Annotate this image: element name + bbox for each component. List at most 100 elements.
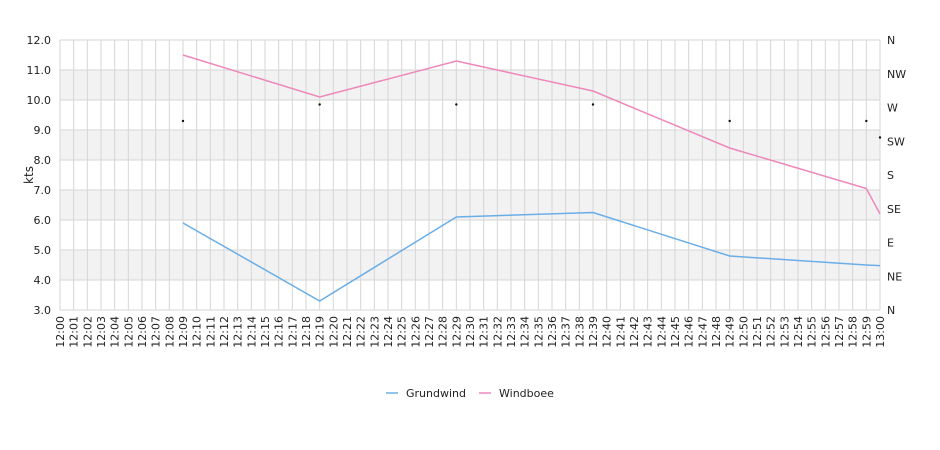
- x-tick-label: 12:46: [683, 316, 696, 348]
- y-tick-label: 11.0: [27, 64, 52, 77]
- direction-point: [728, 119, 731, 123]
- x-tick-label: 12:03: [95, 316, 108, 348]
- legend: Grundwind Windboee: [386, 387, 554, 400]
- x-tick-label: 12:16: [273, 316, 286, 348]
- x-tick-label: 12:04: [109, 316, 122, 348]
- x-tick-label: 12:08: [163, 316, 176, 348]
- x-tick-label: 12:34: [519, 316, 532, 348]
- x-tick-label: 12:49: [724, 316, 737, 348]
- right-axis-label: NE: [887, 270, 902, 283]
- y-tick-label: 4.0: [34, 274, 52, 287]
- x-tick-label: 12:56: [819, 316, 832, 348]
- x-tick-label: 12:32: [491, 316, 504, 348]
- x-tick-label: 12:30: [464, 316, 477, 348]
- x-tick-label: 12:35: [532, 316, 545, 348]
- x-tick-label: 12:00: [54, 316, 67, 348]
- x-tick-label: 12:42: [628, 316, 641, 348]
- x-tick-label: 12:17: [286, 316, 299, 348]
- x-tick-label: 12:41: [614, 316, 627, 348]
- x-tick-label: 12:20: [327, 316, 340, 348]
- x-tick-label: 12:05: [122, 316, 135, 348]
- y-tick-label: 8.0: [34, 154, 52, 167]
- y-tick-label: 12.0: [27, 34, 52, 47]
- x-tick-label: 12:07: [150, 316, 163, 348]
- x-tick-label: 12:23: [368, 316, 381, 348]
- x-tick-label: 12:33: [505, 316, 518, 348]
- y-tick-label: 6.0: [34, 214, 52, 227]
- x-tick-label: 12:31: [478, 316, 491, 348]
- x-tick-label: 12:13: [232, 316, 245, 348]
- x-tick-label: 12:24: [382, 316, 395, 348]
- x-tick-label: 12:22: [355, 316, 368, 348]
- x-tick-label: 12:26: [409, 316, 422, 348]
- x-tick-label: 12:59: [860, 316, 873, 348]
- x-tick-label: 12:43: [642, 316, 655, 348]
- y-axis-ticks: 3.0 4.0 5.0 6.0 7.0 8.0 9.0 10.0 11.0 12.0: [27, 34, 52, 317]
- right-axis-label: N: [887, 34, 895, 47]
- direction-point: [455, 103, 458, 106]
- x-tick-label: 12:40: [601, 316, 614, 348]
- x-tick-label: 12:27: [423, 316, 436, 348]
- series-line-grundwind: [182, 211, 881, 302]
- right-axis-label: NW: [887, 68, 906, 81]
- right-axis-label: S: [887, 169, 894, 182]
- x-axis-ticks: 12:00 12:01 12:02 12:03 12:04 12:05 12:06 12:07…: [54, 316, 887, 348]
- x-tick-label: 12:51: [751, 316, 764, 348]
- right-axis-label: E: [887, 237, 894, 250]
- x-tick-label: 12:37: [560, 316, 573, 348]
- legend-label-grundwind: Grundwind: [406, 387, 466, 400]
- x-tick-label: 12:29: [450, 316, 463, 348]
- series-lines: [182, 54, 881, 302]
- x-tick-label: 12:06: [136, 316, 149, 348]
- x-tick-label: 13:00: [874, 316, 887, 348]
- legend-label-windboee: Windboee: [499, 387, 554, 400]
- y-tick-label: 7.0: [34, 184, 52, 197]
- right-axis-ticks: N NE E SE S SW W NW N: [887, 34, 906, 317]
- x-tick-label: 12:39: [587, 316, 600, 348]
- direction-markers: [181, 103, 882, 139]
- x-tick-label: 12:36: [546, 316, 559, 348]
- horizontal-gridlines: [60, 39, 880, 311]
- y-axis-label: kts: [22, 166, 36, 184]
- direction-point: [865, 119, 868, 123]
- x-tick-label: 12:11: [204, 316, 217, 348]
- x-tick-label: 12:18: [300, 316, 313, 348]
- x-tick-label: 12:19: [314, 316, 327, 348]
- y-tick-label: 5.0: [34, 244, 52, 257]
- x-tick-label: 12:45: [669, 316, 682, 348]
- x-tick-label: 12:55: [806, 316, 819, 348]
- x-tick-label: 12:47: [696, 316, 709, 348]
- y-tick-label: 9.0: [34, 124, 52, 137]
- x-tick-label: 12:52: [765, 316, 778, 348]
- direction-point: [181, 119, 185, 123]
- direction-point: [591, 103, 595, 106]
- x-tick-label: 12:50: [737, 316, 750, 348]
- x-tick-label: 12:14: [245, 316, 258, 348]
- x-tick-label: 12:12: [218, 316, 231, 348]
- x-tick-label: 12:02: [81, 316, 94, 348]
- y-tick-label: 3.0: [34, 304, 52, 317]
- x-tick-label: 12:28: [437, 316, 450, 348]
- direction-point: [878, 136, 882, 139]
- x-tick-label: 12:54: [792, 316, 805, 348]
- series-line-windboee: [182, 54, 881, 215]
- x-tick-label: 12:57: [833, 316, 846, 348]
- x-tick-label: 12:01: [68, 316, 81, 348]
- x-tick-label: 12:53: [778, 316, 791, 348]
- x-tick-label: 12:10: [191, 316, 204, 348]
- right-axis-label: N: [887, 304, 895, 317]
- right-axis-label: SW: [887, 135, 905, 148]
- x-tick-label: 12:09: [177, 316, 190, 348]
- right-axis-label: SE: [887, 203, 901, 216]
- vertical-gridlines: [59, 40, 881, 310]
- direction-point: [318, 103, 321, 106]
- x-tick-label: 12:58: [847, 316, 860, 348]
- x-tick-label: 12:21: [341, 316, 354, 348]
- x-tick-label: 12:38: [573, 316, 586, 348]
- right-axis-label: W: [887, 102, 898, 115]
- x-tick-label: 12:25: [396, 316, 409, 348]
- x-tick-label: 12:48: [710, 316, 723, 348]
- x-tick-label: 12:44: [655, 316, 668, 348]
- x-tick-label: 12:15: [259, 316, 272, 348]
